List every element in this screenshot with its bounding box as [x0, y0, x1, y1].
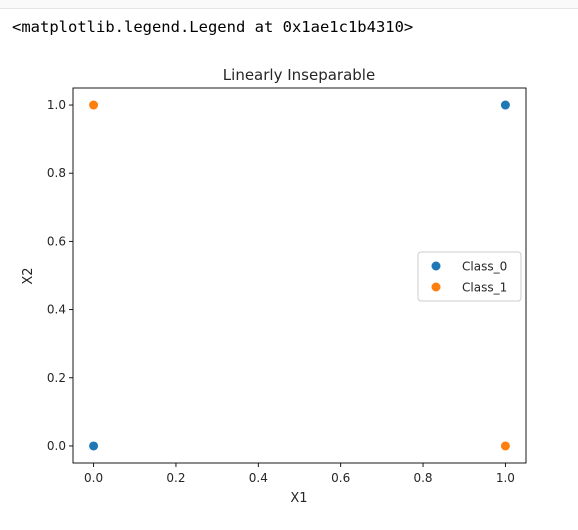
y-tick-label: 0.6 — [47, 234, 66, 248]
chart-title: Linearly Inseparable — [223, 66, 375, 84]
data-point-class-0 — [500, 100, 510, 110]
data-point-class-1 — [500, 441, 510, 451]
y-tick-label: 1.0 — [47, 98, 66, 112]
x-tick-label: 0.0 — [84, 471, 103, 485]
data-point-class-0 — [89, 441, 99, 451]
x-tick-label: 0.6 — [331, 471, 350, 485]
plot-frame — [72, 87, 527, 464]
y-tick-label: 0.4 — [47, 303, 66, 317]
output-text: <matplotlib.legend.Legend at 0x1ae1c1b43… — [12, 18, 414, 36]
y-axis-label: X2 — [21, 267, 36, 284]
x-tick-label: 0.8 — [413, 471, 432, 485]
x-axis-label: X1 — [290, 491, 307, 506]
legend-label: Class_0 — [462, 260, 507, 274]
data-point-class-1 — [89, 100, 99, 110]
x-tick-label: 0.2 — [166, 471, 185, 485]
y-tick-label: 0.2 — [47, 371, 66, 385]
legend-marker — [431, 261, 441, 271]
legend-box — [417, 251, 522, 302]
legend-marker — [431, 282, 441, 292]
plot-area: 0.0 0.2 0.4 0.6 0.8 1.0 0.0 0.2 0.4 0.6 0.8 1.0 Clas… — [47, 87, 527, 485]
y-tick-label: 0.0 — [47, 439, 66, 453]
x-tick-label: 0.4 — [249, 471, 268, 485]
legend-label: Class_1 — [462, 281, 507, 295]
y-tick-label: 0.8 — [47, 166, 66, 180]
x-tick-label: 1.0 — [496, 471, 515, 485]
cell-border — [0, 0, 578, 9]
